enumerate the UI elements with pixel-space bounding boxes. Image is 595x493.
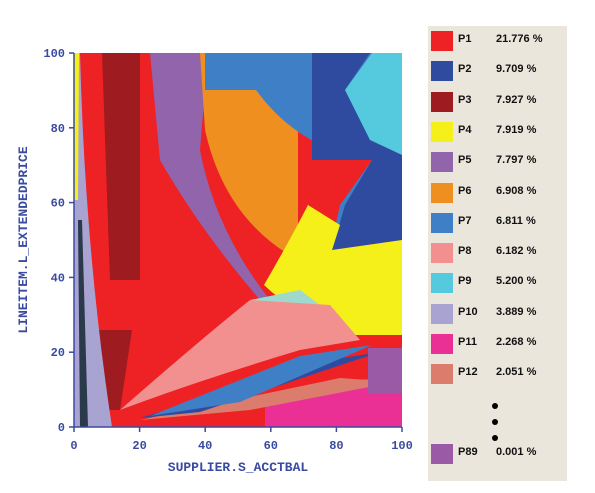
legend-label: P12 <box>458 366 478 379</box>
legend-swatch <box>431 303 453 324</box>
y-tick-label: 60 <box>51 197 65 211</box>
legend-value: 6.182 % <box>496 245 537 258</box>
legend-swatch <box>431 182 453 203</box>
legend-swatch <box>431 152 453 173</box>
x-axis-title: SUPPLIER.S_ACCTBAL <box>168 460 309 475</box>
region-p8 <box>120 300 360 410</box>
legend-value: 21.776 % <box>496 33 543 45</box>
legend-item-p9: P9 5.200 % <box>428 271 567 295</box>
y-tick-label: 0 <box>58 421 65 435</box>
x-tick-label: 0 <box>70 439 77 453</box>
legend-label: P89 <box>458 446 478 458</box>
legend-item-p6: P6 6.908 % <box>428 181 567 205</box>
tick-marks <box>69 52 403 432</box>
legend-value: 5.200 % <box>496 275 537 288</box>
legend-item-p89: P89 0.001 % <box>428 442 567 466</box>
region-p5 <box>150 53 270 300</box>
legend-label: P3 <box>458 93 472 106</box>
legend-value: 7.919 % <box>496 123 537 136</box>
legend-item-p12: P12 2.051 % <box>428 362 567 386</box>
region-p3-top <box>102 53 140 280</box>
legend-swatch <box>431 91 453 112</box>
region-dark-sliver <box>78 220 88 427</box>
legend-swatch <box>431 61 453 82</box>
y-axis-title: LINEITEM.L_EXTENDEDPRICE <box>16 146 31 333</box>
legend: P1 21.776 % P2 9.709 % P3 7.927 % P4 7.919 % P5 7… <box>428 26 567 481</box>
region-p4-sliver <box>74 53 79 200</box>
legend-item-p8: P8 6.182 % <box>428 241 567 265</box>
y-tick-label: 40 <box>51 271 65 285</box>
legend-item-p1: P1 21.776 % <box>428 29 567 53</box>
legend-value: 0.001 % <box>496 446 537 458</box>
y-tick-label: 80 <box>51 122 65 136</box>
legend-label: P7 <box>458 214 472 227</box>
legend-item-p4: P4 7.919 % <box>428 120 567 144</box>
legend-label: P4 <box>458 123 472 136</box>
legend-value: 7.927 % <box>496 93 537 106</box>
y-tick-label: 20 <box>51 346 65 360</box>
legend-label: P10 <box>458 305 478 318</box>
legend-label: P6 <box>458 184 472 197</box>
legend-swatch <box>431 31 453 51</box>
legend-value: 7.797 % <box>496 154 537 167</box>
legend-item-p7: P7 6.811 % <box>428 211 567 235</box>
legend-swatch <box>431 121 453 142</box>
legend-value: 9.709 % <box>496 63 537 76</box>
legend-item-p3: P3 7.927 % <box>428 90 567 114</box>
legend-label: P11 <box>458 336 477 348</box>
legend-swatch <box>431 364 453 385</box>
region-p89 <box>368 348 402 393</box>
legend-swatch <box>431 212 453 233</box>
legend-label: P1 <box>458 33 472 45</box>
legend-value: 2.051 % <box>496 366 537 379</box>
legend-label: P5 <box>458 154 472 167</box>
x-tick-label: 80 <box>329 439 343 453</box>
tick-labels: 0 20 40 60 80 100 0 20 40 60 80 100 <box>43 47 412 453</box>
legend-item-p11: P11 2.268 % <box>428 332 567 356</box>
legend-value: 6.908 % <box>496 184 537 197</box>
legend-swatch <box>431 334 453 354</box>
legend-item-p2: P2 9.709 % <box>428 59 567 83</box>
legend-value: 2.268 % <box>496 336 537 348</box>
legend-swatch <box>431 273 453 294</box>
axes <box>73 53 402 428</box>
legend-label: P8 <box>458 245 472 258</box>
x-tick-label: 100 <box>391 439 413 453</box>
legend-item-p10: P10 3.889 % <box>428 302 567 326</box>
legend-swatch <box>431 243 453 264</box>
legend-swatch <box>431 444 453 464</box>
x-tick-label: 20 <box>132 439 146 453</box>
x-tick-label: 40 <box>198 439 212 453</box>
legend-label: P2 <box>458 63 472 76</box>
legend-ellipsis-dot <box>492 403 498 409</box>
legend-ellipsis-dot <box>492 435 498 441</box>
legend-ellipsis-dot <box>492 419 498 425</box>
y-tick-label: 100 <box>43 47 65 61</box>
legend-value: 6.811 % <box>496 214 536 227</box>
x-tick-label: 60 <box>264 439 278 453</box>
region-p9 <box>345 53 402 155</box>
legend-label: P9 <box>458 275 472 288</box>
legend-value: 3.889 % <box>496 305 537 318</box>
legend-item-p5: P5 7.797 % <box>428 150 567 174</box>
region-p7-fan <box>150 345 372 416</box>
